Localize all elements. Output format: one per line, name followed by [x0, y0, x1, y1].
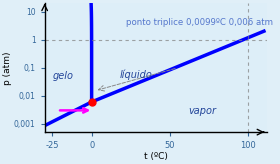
Text: ponto triplice 0,0099ºC 0,006 atm: ponto triplice 0,0099ºC 0,006 atm	[126, 18, 273, 27]
Y-axis label: p (atm): p (atm)	[3, 51, 13, 84]
X-axis label: t (ºC): t (ºC)	[144, 152, 168, 161]
Text: vapor: vapor	[189, 106, 217, 116]
Text: gelo: gelo	[52, 71, 73, 81]
Text: líquido: líquido	[120, 70, 153, 80]
